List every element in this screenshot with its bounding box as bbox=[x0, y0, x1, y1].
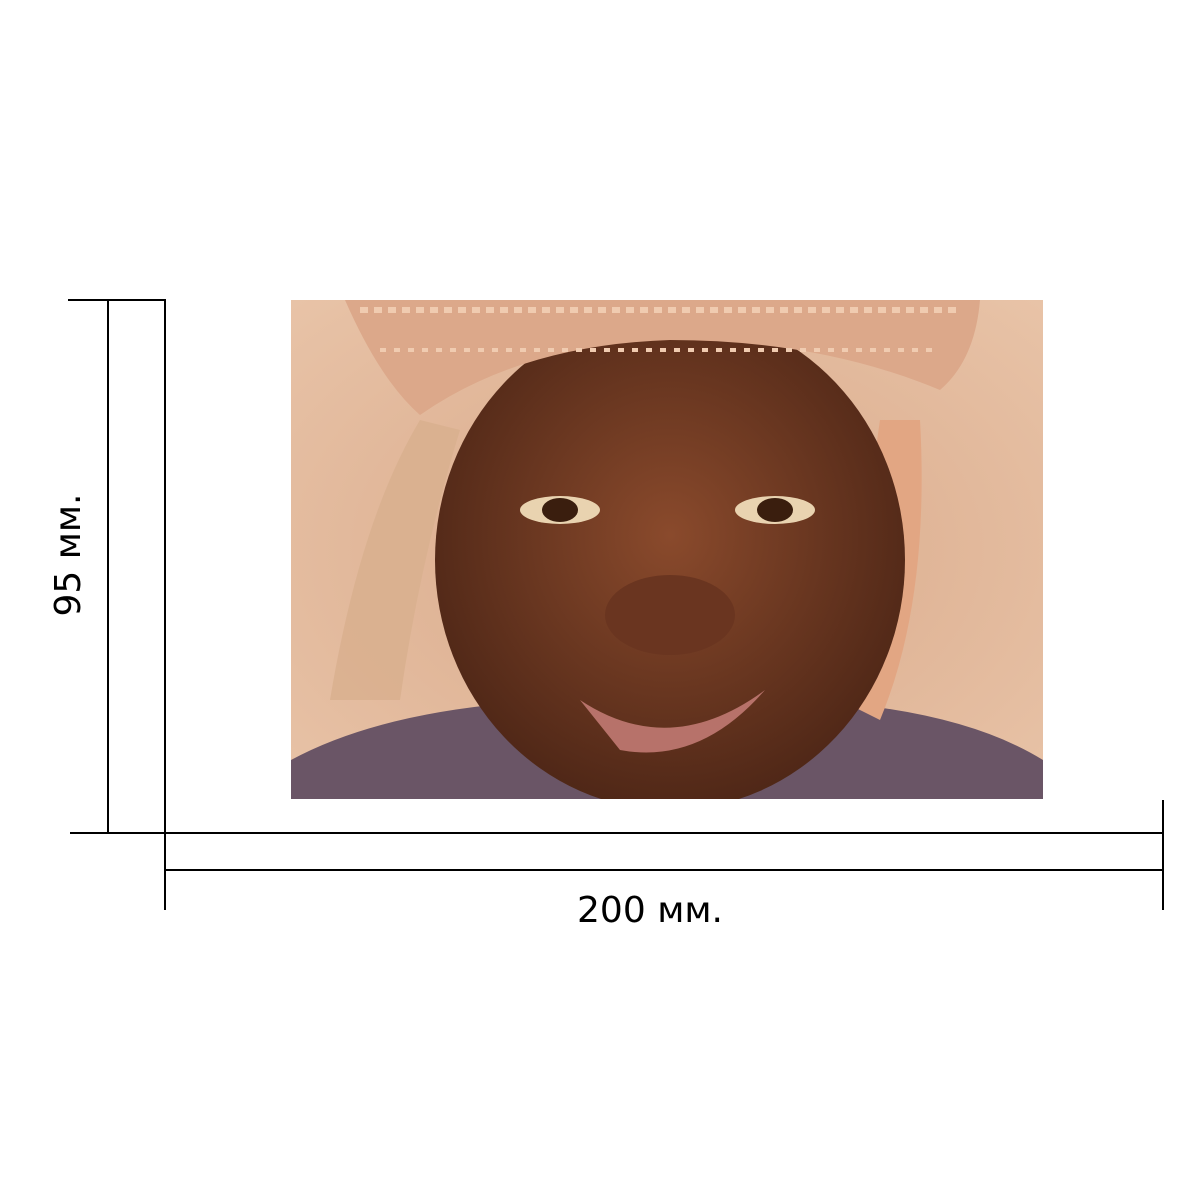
height-dimension: 95 мм. bbox=[48, 299, 166, 834]
height-label: 95 мм. bbox=[48, 493, 89, 616]
photo bbox=[291, 300, 1043, 799]
width-label: 200 мм. bbox=[577, 890, 723, 931]
width-dimension: 200 мм. bbox=[164, 800, 1164, 931]
